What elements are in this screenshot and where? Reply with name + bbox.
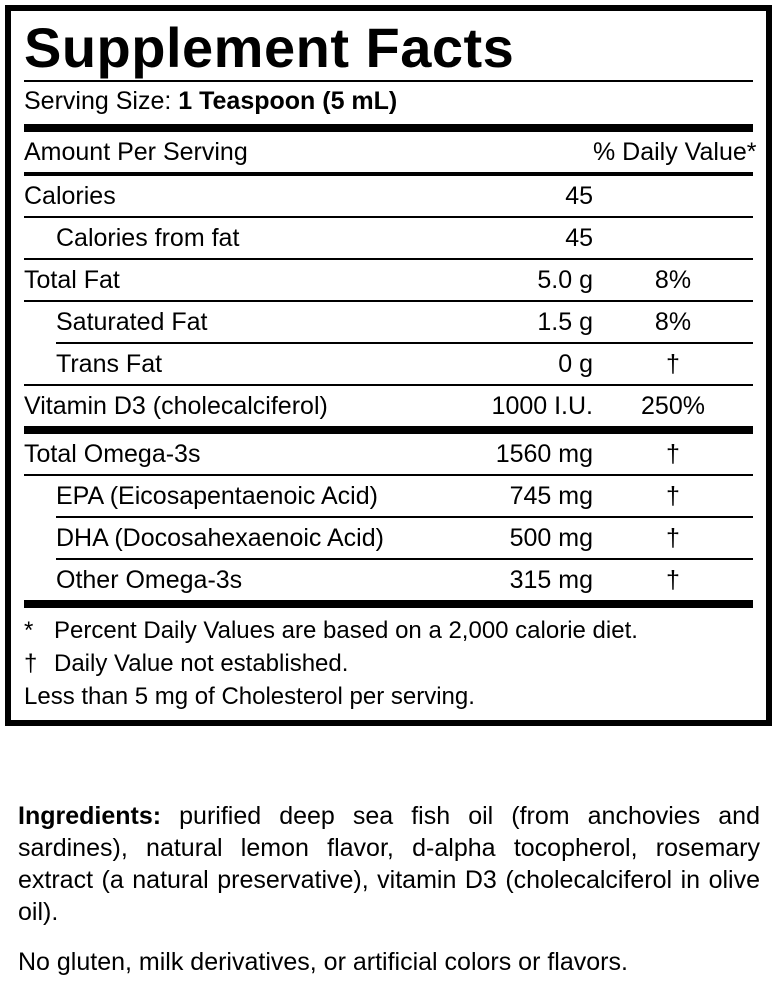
nutrient-name: Other Omega-3s: [56, 566, 243, 595]
nutrient-daily-value: 250%: [641, 392, 705, 421]
ingredients-label: Ingredients:: [18, 802, 162, 830]
nutrient-daily-value: 8%: [654, 266, 692, 295]
nutrient-daily-value: †: [666, 440, 680, 469]
panel-title: Supplement Facts: [24, 16, 515, 79]
footnote-text: Daily Value not established.: [54, 650, 349, 678]
table-row: Saturated Fat 1.5 g 8%: [24, 302, 753, 342]
row-divider: [56, 516, 753, 519]
supplement-facts-panel: Supplement Facts Serving Size: 1 Teaspoo…: [5, 5, 772, 726]
footnote-text: Percent Daily Values are based on a 2,00…: [54, 617, 638, 645]
serving-size-line: Serving Size: 1 Teaspoon (5 mL): [24, 82, 753, 124]
row-divider: [56, 342, 753, 345]
footnote-symbol: †: [24, 650, 38, 678]
footnote-item: † Daily Value not established.: [24, 647, 753, 680]
table-row: Total Fat 5.0 g 8%: [24, 260, 753, 300]
nutrient-amount: 1560 mg: [495, 440, 593, 469]
rule-above-omega-section: [24, 426, 753, 435]
nutrient-name: Calories from fat: [56, 224, 240, 253]
row-divider: [24, 384, 753, 387]
column-header-row: Amount Per Serving % Daily Value*: [24, 132, 757, 172]
nutrient-amount: 500 mg: [509, 524, 593, 553]
nutrient-amount: 745 mg: [509, 482, 593, 511]
nutrient-amount: 45: [565, 224, 593, 253]
nutrient-name: DHA (Docosahexaenoic Acid): [56, 524, 384, 553]
nutrient-daily-value: †: [666, 482, 680, 511]
daily-value-header: % Daily Value*: [593, 138, 757, 167]
nutrient-name: Calories: [24, 182, 116, 211]
footnote-symbol: *: [24, 617, 34, 645]
allergen-statement: No gluten, milk derivatives, or artifici…: [18, 948, 628, 976]
table-row: DHA (Docosahexaenoic Acid) 500 mg †: [24, 518, 753, 558]
amount-per-serving-header: Amount Per Serving: [24, 138, 248, 167]
footnote-item: Less than 5 mg of Cholesterol per servin…: [24, 680, 753, 713]
nutrient-daily-value: †: [666, 350, 680, 379]
row-divider: [24, 474, 753, 477]
footnote-text: Less than 5 mg of Cholesterol per servin…: [24, 683, 475, 711]
table-row: Calories from fat 45: [24, 218, 753, 258]
nutrient-name: EPA (Eicosapentaenoic Acid): [56, 482, 378, 511]
rule-above-footnotes: [24, 600, 753, 609]
row-divider: [24, 216, 753, 219]
serving-size-label: Serving Size:: [24, 86, 172, 115]
table-row: Vitamin D3 (cholecalciferol) 1000 I.U. 2…: [24, 386, 753, 426]
nutrient-amount: 1000 I.U.: [491, 392, 593, 421]
nutrient-amount: 5.0 g: [537, 266, 593, 295]
below-panel-text: Ingredients: purified deep sea fish oil …: [18, 800, 760, 979]
nutrient-daily-value: †: [666, 524, 680, 553]
nutrient-daily-value: †: [666, 566, 680, 595]
nutrient-name: Saturated Fat: [56, 308, 208, 337]
nutrient-amount: 315 mg: [509, 566, 593, 595]
nutrient-daily-value: 8%: [654, 308, 692, 337]
table-row: Calories 45: [24, 176, 753, 216]
row-divider: [24, 258, 753, 261]
nutrient-name: Trans Fat: [56, 350, 163, 379]
row-divider: [24, 300, 753, 303]
rule-under-column-header: [24, 172, 753, 177]
serving-size-value: 1 Teaspoon (5 mL): [178, 86, 398, 115]
rule-above-amount-header: [24, 124, 753, 133]
row-divider: [56, 558, 753, 561]
table-row: Total Omega-3s 1560 mg †: [24, 434, 753, 474]
nutrient-name: Vitamin D3 (cholecalciferol): [24, 392, 328, 421]
rule-under-title: [24, 79, 753, 82]
footnote-item: * Percent Daily Values are based on a 2,…: [24, 614, 753, 647]
nutrient-amount: 1.5 g: [537, 308, 593, 337]
nutrient-amount: 45: [565, 182, 593, 211]
table-row: EPA (Eicosapentaenoic Acid) 745 mg †: [24, 476, 753, 516]
table-row: Other Omega-3s 315 mg †: [24, 560, 753, 600]
ingredients-text: purified deep sea fish oil (from anchovi…: [18, 802, 760, 926]
nutrient-name: Total Fat: [24, 266, 120, 295]
nutrient-name: Total Omega-3s: [24, 440, 201, 469]
ingredients-paragraph: Ingredients: purified deep sea fish oil …: [18, 800, 760, 928]
nutrient-amount: 0 g: [558, 350, 593, 379]
table-row: Trans Fat 0 g †: [24, 344, 753, 384]
footnotes: * Percent Daily Values are based on a 2,…: [24, 608, 753, 720]
